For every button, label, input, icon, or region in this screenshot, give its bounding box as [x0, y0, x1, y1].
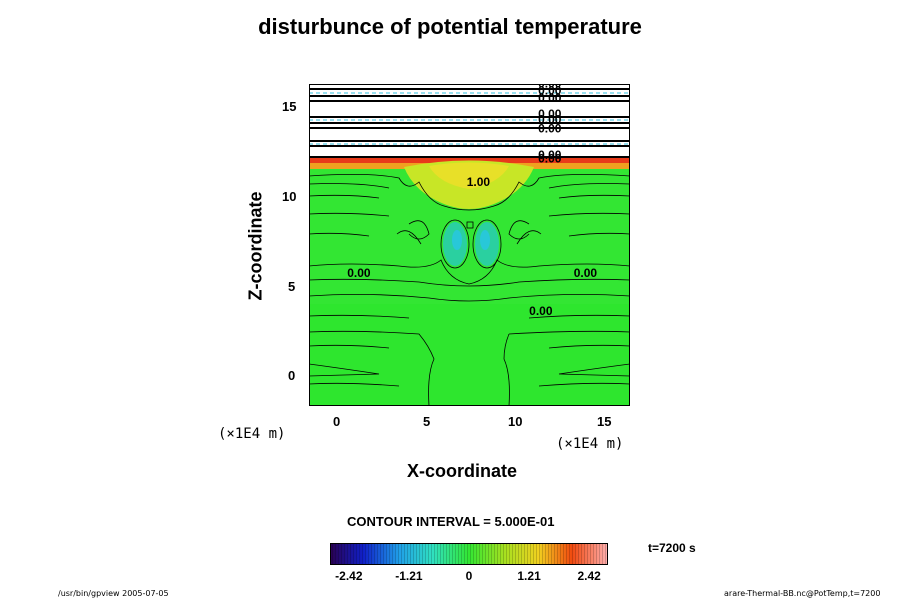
contour-interval-label: CONTOUR INTERVAL = 5.000E-01 — [347, 514, 555, 529]
colorbar — [330, 543, 608, 565]
y-axis-label: Z-coordinate — [245, 191, 266, 301]
y-tick-10: 10 — [282, 189, 297, 204]
colorbar-tick-label: -1.21 — [395, 569, 423, 583]
chart-title: disturbunce of potential temperature — [258, 14, 642, 39]
colorbar-tick-label: -2.42 — [335, 569, 363, 583]
field-contours — [309, 174, 630, 406]
x-tick-15: 15 — [597, 414, 612, 429]
upper-contours — [309, 88, 630, 158]
contour-label: 0.00 — [538, 152, 562, 166]
z-unit-label: (×1E4 m) — [218, 426, 286, 442]
contour-label: 0.00 — [538, 107, 562, 121]
colorbar-tick-label: 2.42 — [577, 569, 601, 583]
contour-label: 0.00 — [347, 266, 371, 280]
contour-label: 0.00 — [538, 112, 562, 126]
contour-label: 1.00 — [467, 175, 491, 189]
contour-label: 0.00 — [538, 84, 562, 91]
colorbar-stripes — [330, 543, 608, 565]
x-tick-10: 10 — [508, 414, 523, 429]
upper-dashed-contours — [309, 92, 630, 145]
y-tick-0: 0 — [288, 368, 296, 383]
cold-lobe-left-core — [452, 230, 462, 250]
thermal-cap-core — [429, 162, 509, 189]
contour-label: 0.00 — [538, 148, 562, 162]
time-label: t=7200 s — [648, 541, 696, 555]
footer-right: arare-Thermal-BB.nc@PotTemp,t=7200 — [724, 589, 881, 598]
contour-label: 0.00 — [538, 91, 562, 105]
y-tick-15: 15 — [282, 99, 297, 114]
plot-area: 0.00 0.000.001.000.000.000.000.000.000.00… — [309, 84, 630, 406]
contour-label: 0.00 — [529, 304, 553, 318]
x-tick-0: 0 — [333, 414, 341, 429]
contour-label: 0.00 — [538, 84, 562, 98]
lower-field — [309, 304, 630, 406]
contour-label: 0.00 — [574, 266, 598, 280]
colorbar-frame — [330, 543, 608, 565]
plot-frame — [309, 84, 630, 406]
x-axis-label: X-coordinate — [407, 461, 518, 481]
cold-lobe-right-core — [480, 230, 490, 250]
y-tick-5: 5 — [288, 279, 296, 294]
footer-left: /usr/bin/gpview 2005-07-05 — [58, 589, 169, 598]
contour-label: 0.00 — [538, 121, 562, 135]
x-tick-5: 5 — [423, 414, 431, 429]
colorbar-tick-label: 0 — [465, 569, 473, 583]
contour-label-layer: 0.00 0.000.001.000.000.000.000.000.000.00… — [347, 84, 597, 318]
x-unit-label: (×1E4 m) — [556, 436, 624, 452]
colorbar-tick-label: 1.21 — [517, 569, 541, 583]
